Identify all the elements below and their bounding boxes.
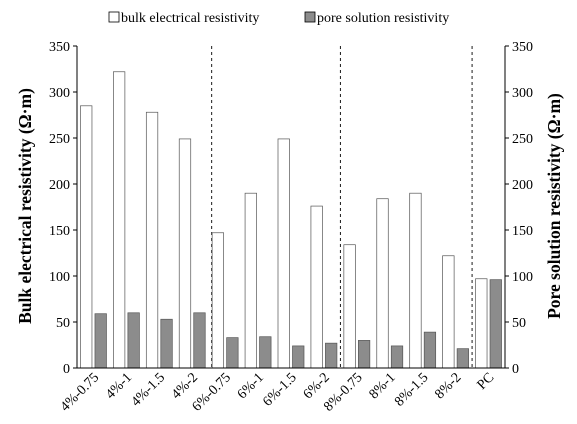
- bar-pore-solution-resistivity: [357, 340, 371, 369]
- bar-bulk-resistivity: [80, 105, 93, 369]
- bar-bulk-resistivity: [376, 198, 389, 369]
- bar-bulk-resistivity: [277, 138, 290, 369]
- y2-tick-label: 250: [512, 132, 533, 147]
- bar-pore-solution-resistivity: [127, 312, 140, 369]
- y-tick-label: 300: [49, 86, 70, 101]
- bar-bulk-resistivity: [113, 71, 126, 369]
- bar-bulk-resistivity: [310, 205, 323, 369]
- legend-swatch-bulk: [108, 11, 120, 23]
- legend-label-bulk: bulk electrical resistivity: [121, 11, 259, 26]
- y-tick-label: 0: [63, 362, 70, 377]
- legend-swatch-pore: [304, 11, 316, 23]
- y-tick-label: 150: [49, 224, 70, 239]
- y2-tick-label: 0: [512, 362, 519, 377]
- bar-pore-solution-resistivity: [390, 345, 404, 369]
- y2-tick-label: 150: [512, 224, 533, 239]
- bar-bulk-resistivity: [409, 192, 422, 369]
- bar-pore-solution-resistivity: [259, 336, 272, 369]
- bar-bulk-resistivity: [211, 232, 225, 369]
- bar-bulk-resistivity: [145, 111, 159, 369]
- bar-bulk-resistivity: [475, 278, 488, 369]
- legend-label-pore: pore solution resistivity: [317, 11, 449, 26]
- x-tick-label: 8%-2: [432, 370, 464, 402]
- bar-pore-solution-resistivity: [226, 337, 239, 369]
- y2-tick-label: 350: [512, 40, 533, 55]
- y-tick-label: 350: [49, 40, 70, 55]
- y2-tick-label: 50: [512, 316, 526, 331]
- bar-pore-solution-resistivity: [292, 345, 305, 369]
- bar-pore-solution-resistivity: [160, 318, 173, 369]
- bar-pore-solution-resistivity: [456, 348, 469, 369]
- plot-area: 4%-0.75 4%-14%-1.5 4%-26%-0.75 6%-16%-1.5 6%…: [49, 40, 533, 415]
- legend: bulk electrical resistivity pore solutio…: [108, 11, 449, 26]
- x-tick-label: 4%-1.5: [129, 370, 168, 409]
- bar-pore-solution-resistivity: [489, 279, 502, 369]
- y-tick-label: 100: [49, 270, 70, 285]
- y-tick-label: 250: [49, 132, 70, 147]
- y2-tick-label: 200: [512, 178, 533, 193]
- y2-tick-label: 300: [512, 86, 533, 101]
- y-tick-label: 50: [56, 316, 70, 331]
- bar-bulk-resistivity: [442, 255, 455, 369]
- bar-pore-solution-resistivity: [193, 312, 206, 369]
- y2-tick-label: 100: [512, 270, 533, 285]
- x-tick-label: 8%-1.5: [392, 370, 431, 409]
- y-tick-label: 200: [49, 178, 70, 193]
- bar-bulk-resistivity: [343, 244, 356, 369]
- bar-pore-solution-resistivity: [94, 313, 107, 369]
- y-axis-title: Bulk electrical resistivity (Ω·m): [15, 88, 35, 324]
- bar-bulk-resistivity: [178, 138, 192, 369]
- x-tick-label: 6%-1.5: [260, 370, 299, 409]
- bar-pore-solution-resistivity: [325, 342, 338, 369]
- bar-pore-solution-resistivity: [423, 331, 437, 369]
- x-tick-label: PC: [475, 370, 498, 393]
- bar-bulk-resistivity: [244, 192, 257, 369]
- y2-axis-title: Pore solution resistivity (Ω·m): [544, 93, 564, 319]
